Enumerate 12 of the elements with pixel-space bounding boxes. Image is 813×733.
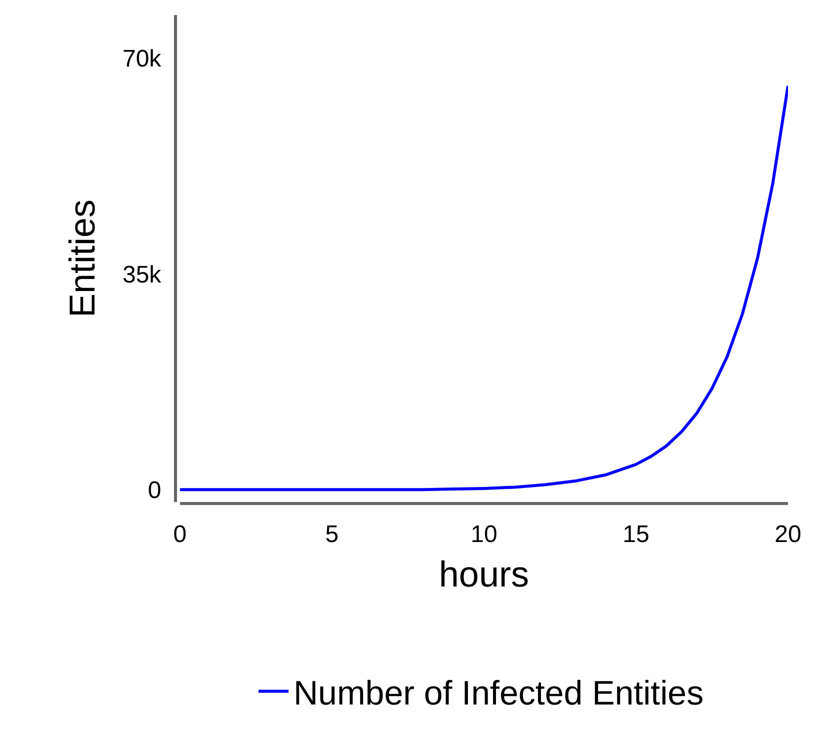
x-tick-label: 0 <box>173 520 187 548</box>
x-axis-title: hours <box>438 554 529 594</box>
y-tick-label: 0 <box>148 477 162 504</box>
x-tick-label: 15 <box>622 520 650 548</box>
y-axis-title: Entities <box>61 199 102 318</box>
y-tick-label: 35k <box>122 261 162 288</box>
legend-label: Number of Infected Entities <box>294 674 704 713</box>
line-series <box>180 84 788 492</box>
x-tick-label: 10 <box>470 520 498 548</box>
x-tick-label: 20 <box>774 520 802 548</box>
x-tick-label: 5 <box>325 520 339 548</box>
y-tick-label: 70k <box>122 46 162 73</box>
